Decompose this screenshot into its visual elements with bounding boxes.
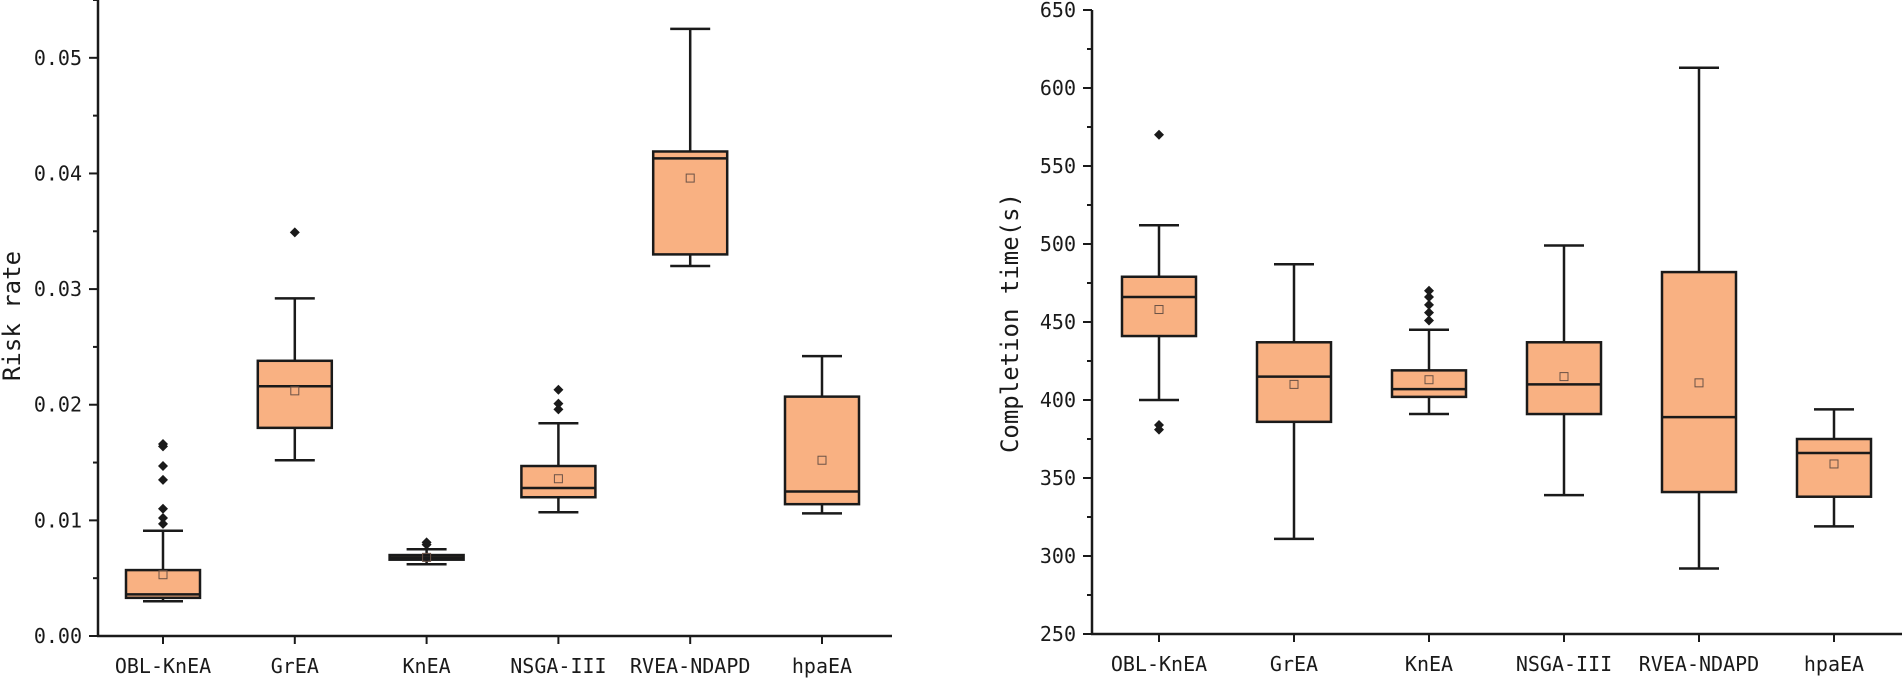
mean-marker	[1829, 459, 1839, 469]
y-tick-label: 550	[1040, 154, 1076, 178]
y-tick-label: 0.02	[34, 393, 82, 417]
iqr-box	[520, 464, 597, 499]
outlier-point	[1424, 315, 1434, 326]
mean-marker	[1694, 378, 1704, 388]
y-tick-label: 450	[1040, 310, 1076, 334]
outlier-point	[553, 384, 564, 395]
risk-rate-boxplot: 0.00 0.01 0.02 0.03 0.04 0.05 Risk rate OBL-KnE…	[0, 0, 892, 678]
outlier-point	[553, 398, 564, 409]
y-tick-label: 300	[1040, 544, 1076, 568]
mean-marker	[158, 570, 168, 580]
mean-marker	[422, 552, 432, 562]
x-tick-label: OBL-KnEA	[115, 654, 211, 678]
outlier-point	[1424, 292, 1434, 303]
mean-marker	[553, 474, 563, 484]
mean-marker	[1289, 379, 1299, 389]
y-tick-label: 350	[1040, 466, 1076, 490]
iqr-box	[651, 150, 729, 256]
y-tick-label: 250	[1040, 622, 1076, 646]
outlier-point	[289, 227, 300, 238]
y-tick-label: 0.03	[34, 277, 82, 301]
iqr-box	[1120, 275, 1198, 338]
outlier-point	[1424, 285, 1434, 296]
y-tick-label: 600	[1040, 76, 1076, 100]
iqr-box	[1255, 341, 1333, 424]
iqr-box	[1390, 369, 1468, 399]
x-tick-label: OBL-KnEA	[1111, 652, 1207, 676]
iqr-box	[256, 359, 334, 430]
outlier-point	[158, 513, 168, 524]
x-tick-label: hpaEA	[1804, 652, 1864, 676]
x-tick-label: RVEA-NDAPD	[1639, 652, 1759, 676]
x-tick-label: KnEA	[1405, 652, 1453, 676]
mean-marker	[1559, 372, 1569, 382]
outlier-point	[158, 474, 168, 485]
iqr-box	[783, 395, 861, 506]
x-tick-label: GrEA	[271, 654, 319, 678]
y-tick-label: 0.05	[34, 46, 82, 70]
iqr-box	[1660, 270, 1738, 494]
mean-marker	[1424, 375, 1434, 385]
outlier-point	[158, 503, 168, 514]
outlier-point	[158, 461, 168, 472]
completion-time-boxplot: 250 300 350 400 450 500 550 600 650 Completion ti…	[996, 0, 1902, 676]
iqr-box	[1525, 341, 1603, 416]
y-tick-label: 500	[1040, 232, 1076, 256]
mean-marker	[290, 386, 300, 396]
y-tick-label: 400	[1040, 388, 1076, 412]
x-tick-label: hpaEA	[792, 654, 852, 678]
y-tick-label: 650	[1040, 0, 1076, 22]
y-axis-title: Completion time(s)	[996, 193, 1024, 453]
outlier-point	[421, 537, 432, 548]
x-tick-label: KnEA	[403, 654, 451, 678]
outlier-point	[158, 439, 168, 450]
x-tick-label: RVEA-NDAPD	[630, 654, 750, 678]
y-tick-label: 0.00	[34, 624, 82, 648]
outlier-point	[1154, 419, 1164, 430]
x-tick-label: NSGA-III	[1516, 652, 1612, 676]
y-tick-label: 0.04	[34, 161, 82, 185]
outlier-point	[1154, 129, 1164, 140]
mean-marker	[685, 173, 695, 183]
mean-marker	[817, 455, 827, 465]
y-axis-title: Risk rate	[0, 251, 26, 381]
outlier-point	[158, 518, 168, 529]
outlier-point	[553, 404, 564, 415]
x-tick-label: GrEA	[1270, 652, 1318, 676]
x-tick-label: NSGA-III	[510, 654, 606, 678]
outlier-point	[1424, 307, 1434, 318]
outlier-point	[1424, 299, 1434, 310]
y-tick-label: 0.01	[34, 508, 82, 532]
mean-marker	[1154, 305, 1164, 315]
